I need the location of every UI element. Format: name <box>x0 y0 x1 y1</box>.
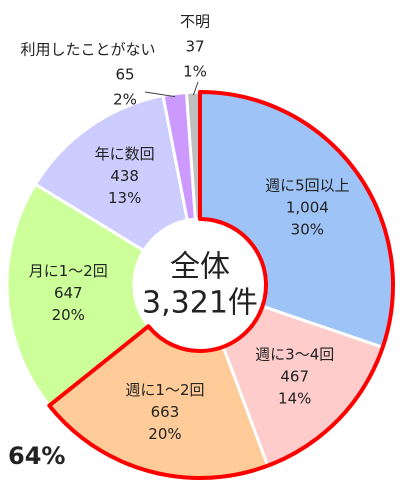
segment-label: 年に数回 <box>95 145 155 163</box>
percent-label: 13% <box>108 189 141 207</box>
value-label: 65 <box>115 66 134 84</box>
leader-line <box>144 91 176 98</box>
percent-label: 20% <box>52 306 85 324</box>
percent-label: 30% <box>291 221 324 239</box>
segment-label: 月に1～2回 <box>29 262 108 280</box>
segment-label: 週に1～2回 <box>125 381 204 399</box>
donut-segment <box>5 182 151 408</box>
donut-segment <box>33 93 190 253</box>
percent-label: 2% <box>113 91 137 109</box>
highlight-outline <box>47 90 395 480</box>
value-label: 647 <box>54 284 83 302</box>
value-label: 663 <box>151 403 180 421</box>
segment-label: 不明 <box>180 13 210 31</box>
segment-label: 週に3～4回 <box>255 345 334 363</box>
leader-line <box>192 81 199 96</box>
percent-label: 14% <box>278 389 311 407</box>
segment-label: 利用したことがない <box>20 41 155 59</box>
value-label: 438 <box>110 167 139 185</box>
center-total: 3,321件 <box>142 286 258 321</box>
percent-label: 20% <box>148 425 181 443</box>
percent-label: 1% <box>183 63 207 81</box>
value-label: 37 <box>185 38 204 56</box>
center-title: 全体 <box>170 250 230 285</box>
highlight-label: 64% <box>8 442 65 470</box>
segment-label: 週に5回以上 <box>265 177 350 195</box>
value-label: 467 <box>280 367 309 385</box>
value-label: 1,004 <box>286 199 329 217</box>
